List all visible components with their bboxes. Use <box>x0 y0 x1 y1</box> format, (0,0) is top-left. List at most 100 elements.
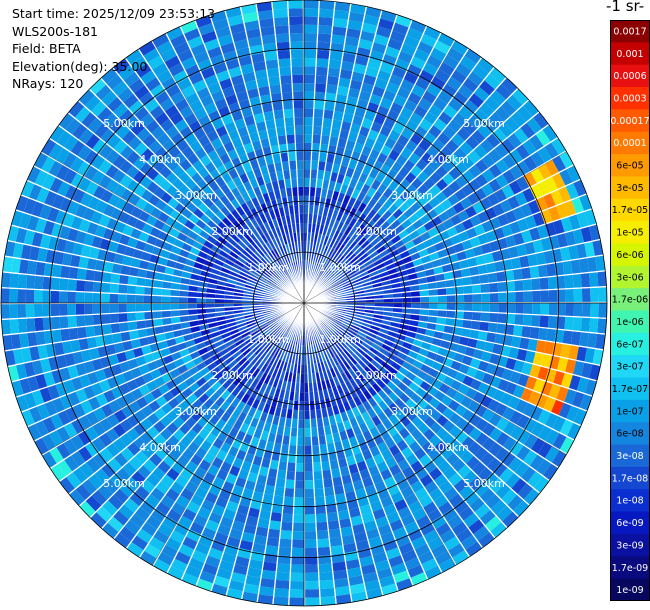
sector-cell <box>310 344 315 355</box>
colorbar-tick-label: 0.00017 <box>610 116 649 127</box>
sector-cell <box>278 256 285 267</box>
sector-cell <box>1 288 10 303</box>
sector-cell <box>135 396 149 409</box>
sector-cell <box>208 484 222 497</box>
colorbar-cell <box>610 377 650 401</box>
sector-cell <box>363 520 378 532</box>
sector-cell <box>322 245 329 256</box>
sector-cell <box>184 133 198 146</box>
sector-cell <box>232 263 243 271</box>
sector-cell <box>423 460 438 474</box>
sector-cell <box>330 320 340 328</box>
sector-cell <box>496 431 510 447</box>
sector-cell <box>204 208 216 220</box>
sector-cell <box>70 156 84 173</box>
sector-cell <box>320 266 327 276</box>
sector-cell <box>64 185 78 200</box>
sector-cell <box>356 191 367 203</box>
ray-spoke <box>11 302 305 383</box>
sector-cell <box>386 168 398 181</box>
sector-cell <box>539 315 549 328</box>
sector-cell <box>325 495 336 505</box>
sector-cell <box>76 315 86 327</box>
sector-cell <box>467 71 484 87</box>
sector-cell <box>237 240 248 250</box>
sector-cell <box>371 321 382 328</box>
sector-cell <box>181 242 193 253</box>
sector-cell <box>328 528 342 539</box>
sector-cell <box>372 393 383 404</box>
sector-cell <box>522 187 536 203</box>
sector-cell <box>385 334 396 343</box>
sector-cell <box>319 254 325 265</box>
sector-cell <box>458 106 473 121</box>
sector-cell <box>335 329 345 338</box>
colorbar-tick-label: 1e-07 <box>616 406 643 417</box>
sector-cell <box>246 28 261 39</box>
sector-cell <box>7 365 20 382</box>
sector-cell <box>370 500 383 512</box>
sector-cell <box>262 243 271 254</box>
sector-cell <box>540 209 553 224</box>
sector-cell <box>65 406 79 422</box>
sector-cell <box>260 326 270 334</box>
sector-cell <box>365 457 377 469</box>
sector-cell <box>317 243 323 254</box>
sector-cell <box>113 183 127 198</box>
sector-cell <box>279 538 292 548</box>
sector-cell <box>353 142 364 154</box>
sector-cell <box>597 271 607 287</box>
sector-cell <box>355 264 366 273</box>
sector-cell <box>34 170 49 187</box>
sector-cell <box>218 34 234 47</box>
sector-cell <box>557 357 569 372</box>
sector-cell <box>163 454 177 468</box>
sector-cell <box>75 279 86 292</box>
sector-cell <box>358 90 372 102</box>
sector-cell <box>315 83 327 93</box>
sector-cell <box>52 397 65 413</box>
sector-cell <box>349 79 363 91</box>
sector-cell <box>469 236 481 248</box>
sector-cell <box>321 267 329 277</box>
sector-cell <box>265 241 274 252</box>
sector-cell <box>259 510 271 521</box>
sector-cell <box>268 209 277 220</box>
sector-cell <box>75 230 87 244</box>
sector-cell <box>417 276 428 285</box>
ray-spoke <box>78 100 305 304</box>
sector-cell <box>35 261 46 276</box>
sector-cell <box>355 539 370 551</box>
sector-cell <box>419 213 431 225</box>
range-ring-label: 3.00km <box>175 189 217 202</box>
sector-cell <box>115 395 129 409</box>
sector-cell <box>155 480 170 495</box>
sector-cell <box>288 242 294 253</box>
sector-cell <box>124 115 140 130</box>
sector-cell <box>253 311 264 317</box>
sector-cell <box>319 234 326 245</box>
sector-cell <box>70 434 85 451</box>
sector-cell <box>237 356 248 367</box>
sector-cell <box>409 112 424 126</box>
sector-cell <box>509 410 523 425</box>
sector-cell <box>347 344 357 353</box>
sector-cell <box>456 250 467 261</box>
sector-cell <box>340 259 350 269</box>
ray-spoke <box>15 209 305 304</box>
sector-cell <box>235 556 250 568</box>
sector-cell <box>426 275 437 283</box>
sector-cell <box>419 522 435 536</box>
sector-cell <box>198 114 212 128</box>
sector-cell <box>504 324 515 336</box>
sector-cell <box>322 118 333 128</box>
sector-cell <box>516 414 530 429</box>
sector-cell <box>333 569 348 580</box>
colorbar-cell <box>610 265 650 289</box>
range-ring-label: 1.00km <box>247 261 289 274</box>
sector-cell <box>385 547 401 560</box>
ray-spoke <box>303 302 520 518</box>
sector-cell <box>283 108 294 119</box>
sector-cell <box>523 450 538 466</box>
sector-cell <box>257 9 273 20</box>
